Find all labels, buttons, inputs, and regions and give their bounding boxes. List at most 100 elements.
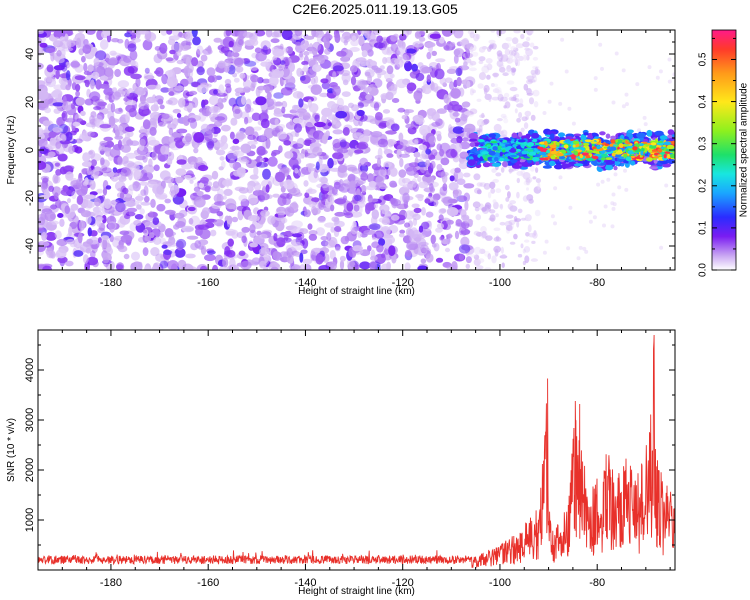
signal-spot xyxy=(605,165,614,171)
spectrogram-spot xyxy=(404,60,412,72)
spectrogram-spot xyxy=(334,220,345,228)
spectrogram-spot xyxy=(182,225,194,233)
spectrogram-spot xyxy=(667,57,672,62)
spectrogram-spot xyxy=(265,137,271,149)
spectrogram-spot xyxy=(506,68,513,74)
spectrogram-spot xyxy=(488,39,496,44)
spectrogram-spot xyxy=(320,240,329,247)
spectrogram-spot xyxy=(235,65,244,73)
spectrogram-spot xyxy=(600,179,605,184)
spectrogram-spot xyxy=(224,198,237,210)
spectrogram-spot xyxy=(68,146,75,154)
spectrogram-spot xyxy=(532,45,539,50)
spectrogram-spot xyxy=(87,64,94,72)
spectrogram-spot xyxy=(532,89,540,97)
spectrogram-spot xyxy=(493,227,501,232)
spectrogram-spot xyxy=(229,158,236,169)
spectrogram-spot xyxy=(176,113,182,118)
signal-spot xyxy=(504,153,509,157)
spectrogram-spot xyxy=(40,97,49,108)
signal-spot xyxy=(666,144,675,150)
spectrogram-spot xyxy=(95,216,104,222)
spectrogram-spot xyxy=(376,35,383,43)
spectrogram-spot xyxy=(42,120,51,127)
spectrogram-spot xyxy=(440,238,452,245)
signal-spot xyxy=(605,160,616,165)
spectrogram-spot xyxy=(55,249,67,259)
spectrogram-spot xyxy=(310,84,322,95)
spectrogram-spot xyxy=(127,43,137,52)
spectrogram-spot xyxy=(181,163,193,170)
spectrogram-spot xyxy=(431,82,439,92)
spectrogram-spot xyxy=(200,54,208,62)
spectrogram-spot xyxy=(458,244,471,254)
spectrogram-spot xyxy=(327,157,334,169)
spectrogram-spot xyxy=(105,68,114,77)
spectrogram-spot xyxy=(72,215,79,226)
spectrogram-spot xyxy=(383,142,388,151)
spectrogram-spot xyxy=(456,76,462,87)
signal-spot xyxy=(539,144,546,147)
signal-spot xyxy=(521,150,528,155)
spectrogram-spot xyxy=(71,191,77,200)
spectrogram-spot xyxy=(87,227,93,237)
spectrogram-spot xyxy=(490,30,496,33)
spectrogram-spot xyxy=(213,219,224,227)
signal-spot xyxy=(574,150,578,156)
spectrogram-spot xyxy=(140,201,151,206)
signal-spot xyxy=(467,159,476,167)
spectrogram-spot xyxy=(341,152,349,159)
spectrogram-spot xyxy=(240,198,250,208)
spectrogram-spot xyxy=(222,257,229,268)
spectrogram-spot xyxy=(173,137,183,143)
colorbar-tick-label: 0.3 xyxy=(698,136,709,150)
snr-series xyxy=(38,334,675,569)
spectrogram-spot xyxy=(522,260,527,266)
spectrogram-spot xyxy=(72,121,81,127)
spectrogram-spot xyxy=(481,65,490,74)
spectrogram-spot xyxy=(388,245,396,257)
spectrogram-spot xyxy=(65,171,74,181)
spectrogram-spot xyxy=(463,172,471,178)
signal-spot xyxy=(586,158,595,161)
snr-x-tick-label: -100 xyxy=(489,577,511,589)
spectrogram-spot xyxy=(404,210,415,220)
spectrogram-spot xyxy=(259,233,268,240)
spectrogram-spot xyxy=(272,250,281,260)
spectrogram-spot xyxy=(100,157,105,166)
spectrogram-spot xyxy=(168,91,175,96)
signal-spot xyxy=(521,135,530,140)
spectrogram-spot xyxy=(172,108,181,114)
spectrogram-spot xyxy=(429,33,441,39)
spectrogram-spot xyxy=(491,96,500,101)
signal-spot xyxy=(632,146,638,151)
spectrogram-spot xyxy=(136,204,142,210)
spectrogram-spot xyxy=(320,78,329,84)
spectrogram-spot xyxy=(497,130,505,135)
spectrogram-spot xyxy=(437,171,449,177)
signal-spot xyxy=(494,156,499,162)
spectrogram-spot xyxy=(187,206,196,212)
spectrogram-spot xyxy=(435,169,446,178)
spectrogram-spot xyxy=(405,48,417,54)
spectrogram-spot xyxy=(435,227,443,233)
spectrogram-spot xyxy=(239,159,250,164)
spectrogram-spot xyxy=(218,265,230,270)
signal-spot xyxy=(605,133,611,139)
spectrogram-spot xyxy=(286,247,293,258)
spectrogram-spot xyxy=(611,192,616,197)
spectrogram-spot xyxy=(342,126,350,136)
spectrogram-spot xyxy=(324,48,331,55)
spectrogram-spot xyxy=(344,236,349,242)
spectrogram-spot xyxy=(621,104,626,109)
spectrogram-spot xyxy=(411,203,420,209)
spectrogram-spot xyxy=(274,118,279,126)
spectrogram-spot xyxy=(118,140,123,146)
spectrogram-spot xyxy=(80,183,88,195)
signal-spot xyxy=(640,150,644,156)
spectrogram-spot xyxy=(229,131,235,140)
signal-spot xyxy=(555,148,559,152)
spectrogram-spot xyxy=(308,201,317,208)
spectrogram-spot xyxy=(38,30,44,34)
signal-spot xyxy=(477,139,485,143)
